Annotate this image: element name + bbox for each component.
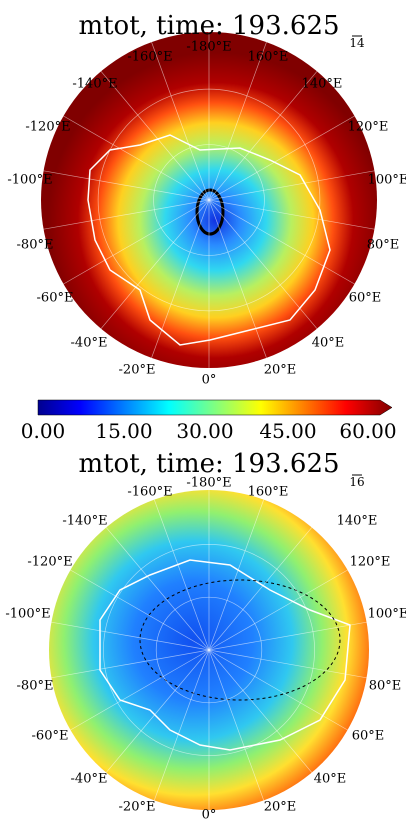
graticule [208, 649, 348, 731]
graticule [151, 199, 210, 358]
graticule [151, 42, 210, 201]
coastline [87, 134, 331, 346]
graticule [63, 199, 210, 285]
lon-label: 0° [202, 808, 217, 819]
colorbar [37, 399, 393, 416]
graticule [105, 649, 210, 773]
lon-label: 60°E [352, 729, 385, 744]
graticule [208, 649, 367, 679]
lon-label: -140°E [62, 514, 107, 529]
lon-label: 20°E [264, 363, 297, 378]
graticule [208, 569, 348, 651]
graticule [100, 199, 210, 329]
graticule [208, 199, 375, 230]
panel-title: mtot, time: 193.625 [78, 11, 339, 41]
lon-label: 80°E [367, 238, 400, 253]
graticule [70, 569, 210, 651]
graticule [208, 621, 367, 651]
lon-label: -40°E [71, 772, 108, 787]
lon-label: 40°E [314, 772, 347, 787]
graticule [51, 649, 210, 679]
colorbar-tick-label: 45.00 [259, 419, 316, 443]
graticule [100, 71, 210, 201]
graticule [208, 115, 355, 201]
arrow-key-label: 14 [349, 36, 365, 50]
vector-swirl [195, 188, 225, 236]
graticule [153, 649, 210, 801]
colorbar-tick-label: 0.00 [21, 419, 66, 443]
lon-label: 120°E [348, 120, 389, 135]
graticule [208, 71, 318, 201]
lon-label: -180°E [186, 40, 231, 55]
lon-label: -140°E [72, 77, 117, 92]
lon-label: -160°E [127, 50, 172, 65]
graticule [153, 499, 210, 651]
panel-title: mtot, time: 193.625 [78, 449, 339, 479]
graticule [51, 621, 210, 651]
lon-label: -40°E [71, 336, 108, 351]
coastline [99, 559, 351, 751]
lon-label: 80°E [369, 679, 402, 694]
lon-label: -60°E [32, 729, 69, 744]
colorbar-tick-label: 30.00 [176, 419, 233, 443]
lon-label: -80°E [17, 238, 54, 253]
graticule [70, 649, 210, 731]
graticule [208, 649, 265, 801]
lon-label: 60°E [349, 291, 382, 306]
colorbar-tick-label: 60.00 [339, 419, 396, 443]
graticule [208, 42, 267, 201]
lon-label: 140°E [337, 514, 378, 529]
lon-label: -180°E [186, 476, 231, 491]
lon-label: 0° [202, 373, 217, 388]
lon-label: 100°E [368, 607, 406, 622]
lon-label: -20°E [119, 363, 156, 378]
lon-label: 160°E [248, 50, 289, 65]
graticule [208, 199, 318, 329]
vector-swirl [139, 579, 341, 701]
graticule [43, 199, 210, 230]
lon-label: -160°E [127, 485, 172, 500]
lon-label: 160°E [248, 485, 289, 500]
lon-label: -120°E [27, 555, 72, 570]
graticule [208, 499, 265, 651]
lon-label: -100°E [5, 607, 50, 622]
graticule [208, 649, 313, 773]
graticule [43, 170, 210, 201]
lon-label: -120°E [25, 120, 70, 135]
lon-label: 100°E [368, 173, 406, 188]
arrow-key-label: 16 [349, 475, 364, 489]
graticule [105, 527, 210, 651]
lon-label: 140°E [302, 77, 343, 92]
graticule [63, 115, 210, 201]
lon-label: 120°E [350, 555, 391, 570]
lon-label: 40°E [312, 336, 345, 351]
lon-label: -60°E [37, 291, 74, 306]
graticule [208, 199, 267, 358]
graticule [208, 199, 355, 285]
graticule [208, 527, 313, 651]
lon-label: -80°E [17, 679, 54, 694]
lon-label: -20°E [119, 800, 156, 815]
lon-label: 20°E [264, 800, 297, 815]
colorbar-tick-label: 15.00 [95, 419, 152, 443]
graticule [208, 170, 375, 201]
lon-label: -100°E [7, 173, 52, 188]
